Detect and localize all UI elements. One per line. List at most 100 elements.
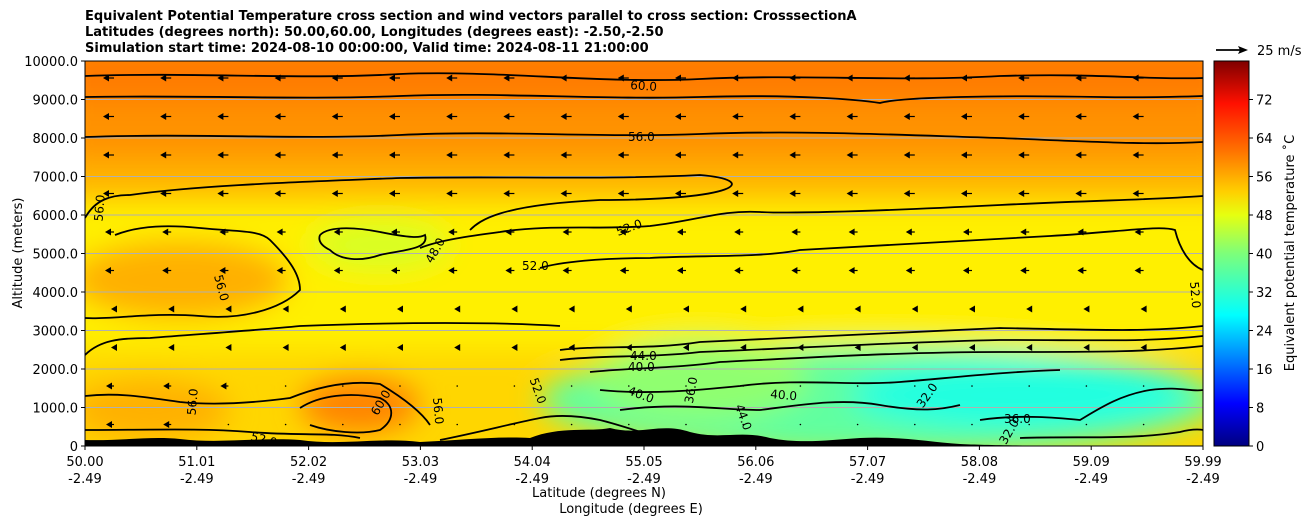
wind-arrow — [903, 151, 915, 159]
wind-arrow — [1134, 228, 1144, 236]
y-tick-label: 8000.0 — [33, 132, 79, 147]
wind-arrow — [282, 344, 289, 351]
contour-label: 60.0 — [630, 78, 658, 94]
y-tick-label: 1000.0 — [33, 402, 79, 417]
wind-arrow — [568, 305, 575, 313]
wind-arrow — [1142, 385, 1145, 387]
wind-arrow — [617, 74, 629, 82]
wind-arrow — [389, 113, 400, 120]
wind-arrow — [854, 344, 861, 351]
wind-arrow — [1018, 190, 1030, 197]
wind-arrow — [513, 423, 516, 426]
contour-label: 52.0 — [1187, 281, 1203, 309]
wind-arrow — [274, 113, 286, 120]
wind-arrow — [227, 423, 230, 426]
wind-arrow — [103, 151, 114, 159]
wind-arrow — [675, 74, 686, 82]
wind-arrow — [1132, 74, 1144, 82]
wind-arrow — [505, 267, 515, 274]
wind-arrow — [217, 74, 229, 82]
wind-arrow — [732, 151, 744, 159]
contour-label: 56.0 — [91, 194, 107, 222]
wind-arrow — [274, 190, 286, 197]
wind-arrow — [389, 74, 400, 82]
wind-arrow — [1132, 151, 1144, 159]
colorbar-tick-label: 24 — [1256, 325, 1273, 340]
wind-arrow — [740, 344, 747, 351]
wind-arrow — [1132, 113, 1144, 120]
wind-arrow — [446, 190, 458, 197]
wind-arrow — [617, 113, 629, 120]
y-tick-label: 10000.0 — [24, 55, 78, 70]
wind-arrow — [342, 385, 344, 387]
wind-arrow — [685, 385, 687, 387]
wind-arrow — [219, 228, 229, 236]
colorbar-tick-label: 56 — [1256, 171, 1273, 186]
y-tick-label: 6000.0 — [33, 209, 79, 224]
x-tick-label-lon: -2.49 — [963, 472, 997, 487]
wind-arrow — [284, 385, 287, 387]
contour-label: 56.0 — [430, 397, 446, 425]
x-tick-label-lat: 53.03 — [402, 455, 439, 470]
x-tick-label-lat: 50.00 — [66, 455, 103, 470]
colorbar-tick-label: 0 — [1256, 440, 1264, 455]
colorbar-tick-label: 32 — [1256, 286, 1273, 301]
wind-arrow — [961, 113, 972, 120]
wind-arrow — [103, 74, 114, 82]
wind-arrow — [903, 113, 915, 120]
wind-arrow — [911, 344, 918, 351]
wind-arrow — [734, 267, 744, 274]
wind-arrow — [789, 113, 801, 120]
wind-arrow — [732, 113, 744, 120]
wind-arrow — [391, 228, 400, 236]
colorbar-tick-label: 40 — [1256, 248, 1273, 263]
wind-arrow — [274, 151, 286, 159]
wind-arrow — [503, 190, 515, 197]
wind-arrow — [568, 344, 575, 351]
wind-arrow — [105, 267, 114, 274]
wind-arrow — [1020, 228, 1030, 236]
wind-arrow — [1075, 190, 1087, 197]
wind-arrow — [791, 228, 801, 236]
x-tick-label-lon: -2.49 — [1186, 472, 1220, 487]
wind-arrow — [1018, 151, 1030, 159]
x-tick-label-lon: -2.49 — [292, 472, 326, 487]
wind-arrow — [1018, 74, 1030, 82]
wind-arrow — [454, 305, 461, 313]
wind-arrow — [905, 228, 915, 236]
wind-arrow — [503, 113, 515, 120]
wind-arrow — [106, 382, 114, 390]
wind-arrow — [628, 385, 630, 387]
wind-arrow — [969, 305, 975, 313]
contour-label: 56.0 — [185, 388, 201, 416]
x-tick-label-lat: 54.04 — [514, 455, 551, 470]
contour-label: 52.0 — [249, 429, 278, 449]
wind-arrow — [911, 305, 918, 313]
wind-arrow — [389, 151, 400, 159]
wind-arrow — [1083, 344, 1090, 351]
wind-arrow — [111, 344, 117, 351]
contour-label: 56.0 — [211, 273, 231, 302]
wind-arrow — [685, 423, 687, 426]
wind-arrow — [1140, 344, 1147, 351]
wind-arrow — [217, 151, 229, 159]
colorbar-gradient — [1214, 61, 1249, 446]
wind-arrow — [342, 423, 344, 426]
wind-arrow — [503, 151, 515, 159]
wind-arrow — [168, 305, 175, 313]
wind-arrow — [103, 113, 114, 120]
x-tick-label-lat: 57.07 — [849, 455, 886, 470]
colorbar-tick-label: 72 — [1256, 94, 1273, 109]
wind-arrow — [848, 267, 858, 274]
wind-arrow — [1132, 190, 1144, 197]
wind-arrow — [446, 113, 458, 120]
wind-arrow — [106, 421, 114, 428]
wind-arrow — [961, 151, 972, 159]
wind-arrow — [111, 305, 117, 313]
wind-arrow — [905, 267, 915, 274]
wind-arrow — [333, 228, 343, 236]
wind-arrow — [797, 305, 804, 313]
contour-label: 56.0 — [628, 130, 655, 144]
wind-arrow — [1083, 305, 1090, 313]
wind-arrow — [1077, 228, 1087, 236]
